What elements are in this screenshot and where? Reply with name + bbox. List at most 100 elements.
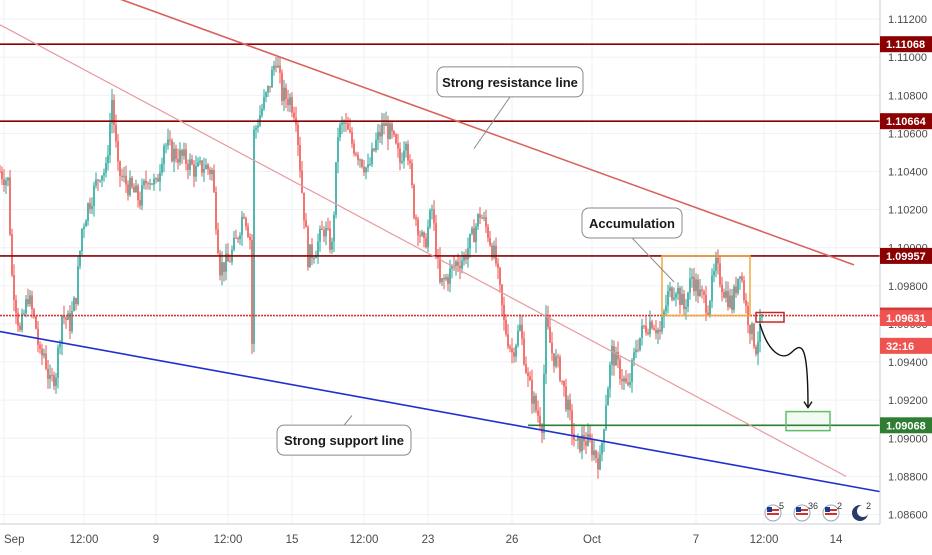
- candle-body: [107, 155, 109, 163]
- candle-body: [545, 314, 547, 374]
- candle-body: [187, 163, 189, 170]
- candle-body: [23, 313, 25, 315]
- candle-body: [69, 313, 71, 332]
- candle-body: [207, 164, 209, 170]
- candle-body: [729, 295, 731, 308]
- candle-body: [245, 218, 247, 227]
- candle-body: [365, 167, 367, 173]
- candle-body: [125, 175, 127, 185]
- candle-body: [429, 210, 431, 227]
- candle-body: [639, 337, 641, 350]
- candle-body: [55, 377, 57, 386]
- candle-body: [89, 203, 91, 209]
- candle-body: [271, 69, 273, 88]
- candle-body: [113, 99, 115, 125]
- candle-body: [533, 395, 535, 404]
- candle-body: [123, 175, 125, 177]
- candle-body: [597, 458, 599, 470]
- candle-body: [21, 313, 23, 330]
- candle-body: [603, 429, 605, 443]
- flag-stripe: [767, 509, 779, 511]
- candle-body: [465, 254, 467, 260]
- candle-body: [723, 292, 725, 298]
- candle-body: [727, 291, 729, 308]
- candle-body: [587, 434, 589, 446]
- candle-body: [343, 122, 345, 124]
- candle-body: [29, 295, 31, 305]
- candle-body: [195, 166, 197, 177]
- candle-body: [73, 297, 75, 312]
- candle-body: [559, 357, 561, 381]
- callout-label: Accumulation: [589, 216, 675, 231]
- candle-body: [521, 324, 523, 339]
- candle-body: [277, 65, 279, 68]
- candle-body: [713, 271, 715, 276]
- candle-body: [419, 235, 421, 237]
- candle-body: [203, 168, 205, 173]
- candle-body: [297, 124, 299, 146]
- trendline-mid: [0, 24, 847, 477]
- flag-canton: [825, 507, 830, 512]
- candle-body: [719, 263, 721, 285]
- candle-body: [241, 217, 243, 236]
- candle-body: [667, 291, 669, 306]
- candle-body: [175, 148, 177, 160]
- price-badge-bg: [880, 36, 932, 53]
- candle-body: [527, 372, 529, 377]
- candle-body: [251, 240, 253, 344]
- candle-body: [479, 214, 481, 218]
- candle-body: [431, 209, 433, 211]
- y-tick-label: 1.08800: [888, 471, 928, 483]
- x-tick-label: 12:00: [350, 534, 379, 546]
- candle-body: [347, 123, 349, 130]
- candle-body: [141, 185, 143, 206]
- candle-body: [673, 297, 675, 300]
- candle-body: [63, 315, 65, 318]
- candle-body: [665, 305, 667, 312]
- candle-body: [221, 262, 223, 276]
- candle-body: [641, 325, 643, 338]
- candle-body: [513, 352, 515, 357]
- candle-body: [605, 405, 607, 430]
- callout-box: [436, 66, 584, 98]
- candle-body: [279, 65, 281, 73]
- candle-body: [235, 237, 237, 239]
- candle-body: [507, 334, 509, 347]
- candle-body: [619, 359, 621, 380]
- candle-body: [333, 214, 335, 242]
- annotation-callout: Accumulation: [581, 207, 683, 283]
- candle-body: [563, 380, 565, 387]
- candle-body: [185, 149, 187, 164]
- candle-body: [139, 200, 141, 206]
- candle-body: [423, 232, 425, 238]
- candle-body: [571, 410, 573, 434]
- candle-body: [565, 386, 567, 410]
- candle-body: [287, 98, 289, 106]
- candle-body: [215, 191, 217, 230]
- x-tick-label: 23: [422, 534, 435, 546]
- candle-body: [401, 160, 403, 163]
- candle-body: [261, 108, 263, 116]
- candle-body: [591, 440, 593, 456]
- price-badge: 1.09957: [880, 247, 932, 264]
- candle-body: [759, 317, 761, 342]
- candle-body: [331, 241, 333, 250]
- candle-body: [303, 192, 305, 221]
- candle-body: [119, 161, 121, 176]
- candles-group: [0, 56, 763, 479]
- candle-body: [53, 375, 55, 386]
- event-badge: 2: [822, 501, 842, 522]
- candle-body: [515, 345, 517, 357]
- candle-body: [689, 278, 691, 293]
- candle-body: [165, 145, 167, 147]
- x-tick-label: 12:00: [750, 534, 779, 546]
- candle-body: [411, 163, 413, 186]
- candle-body: [77, 266, 79, 305]
- candle-body: [691, 276, 693, 279]
- candle-body: [67, 313, 69, 320]
- candle-body: [167, 139, 169, 146]
- candle-body: [321, 228, 323, 230]
- candle-body: [701, 289, 703, 292]
